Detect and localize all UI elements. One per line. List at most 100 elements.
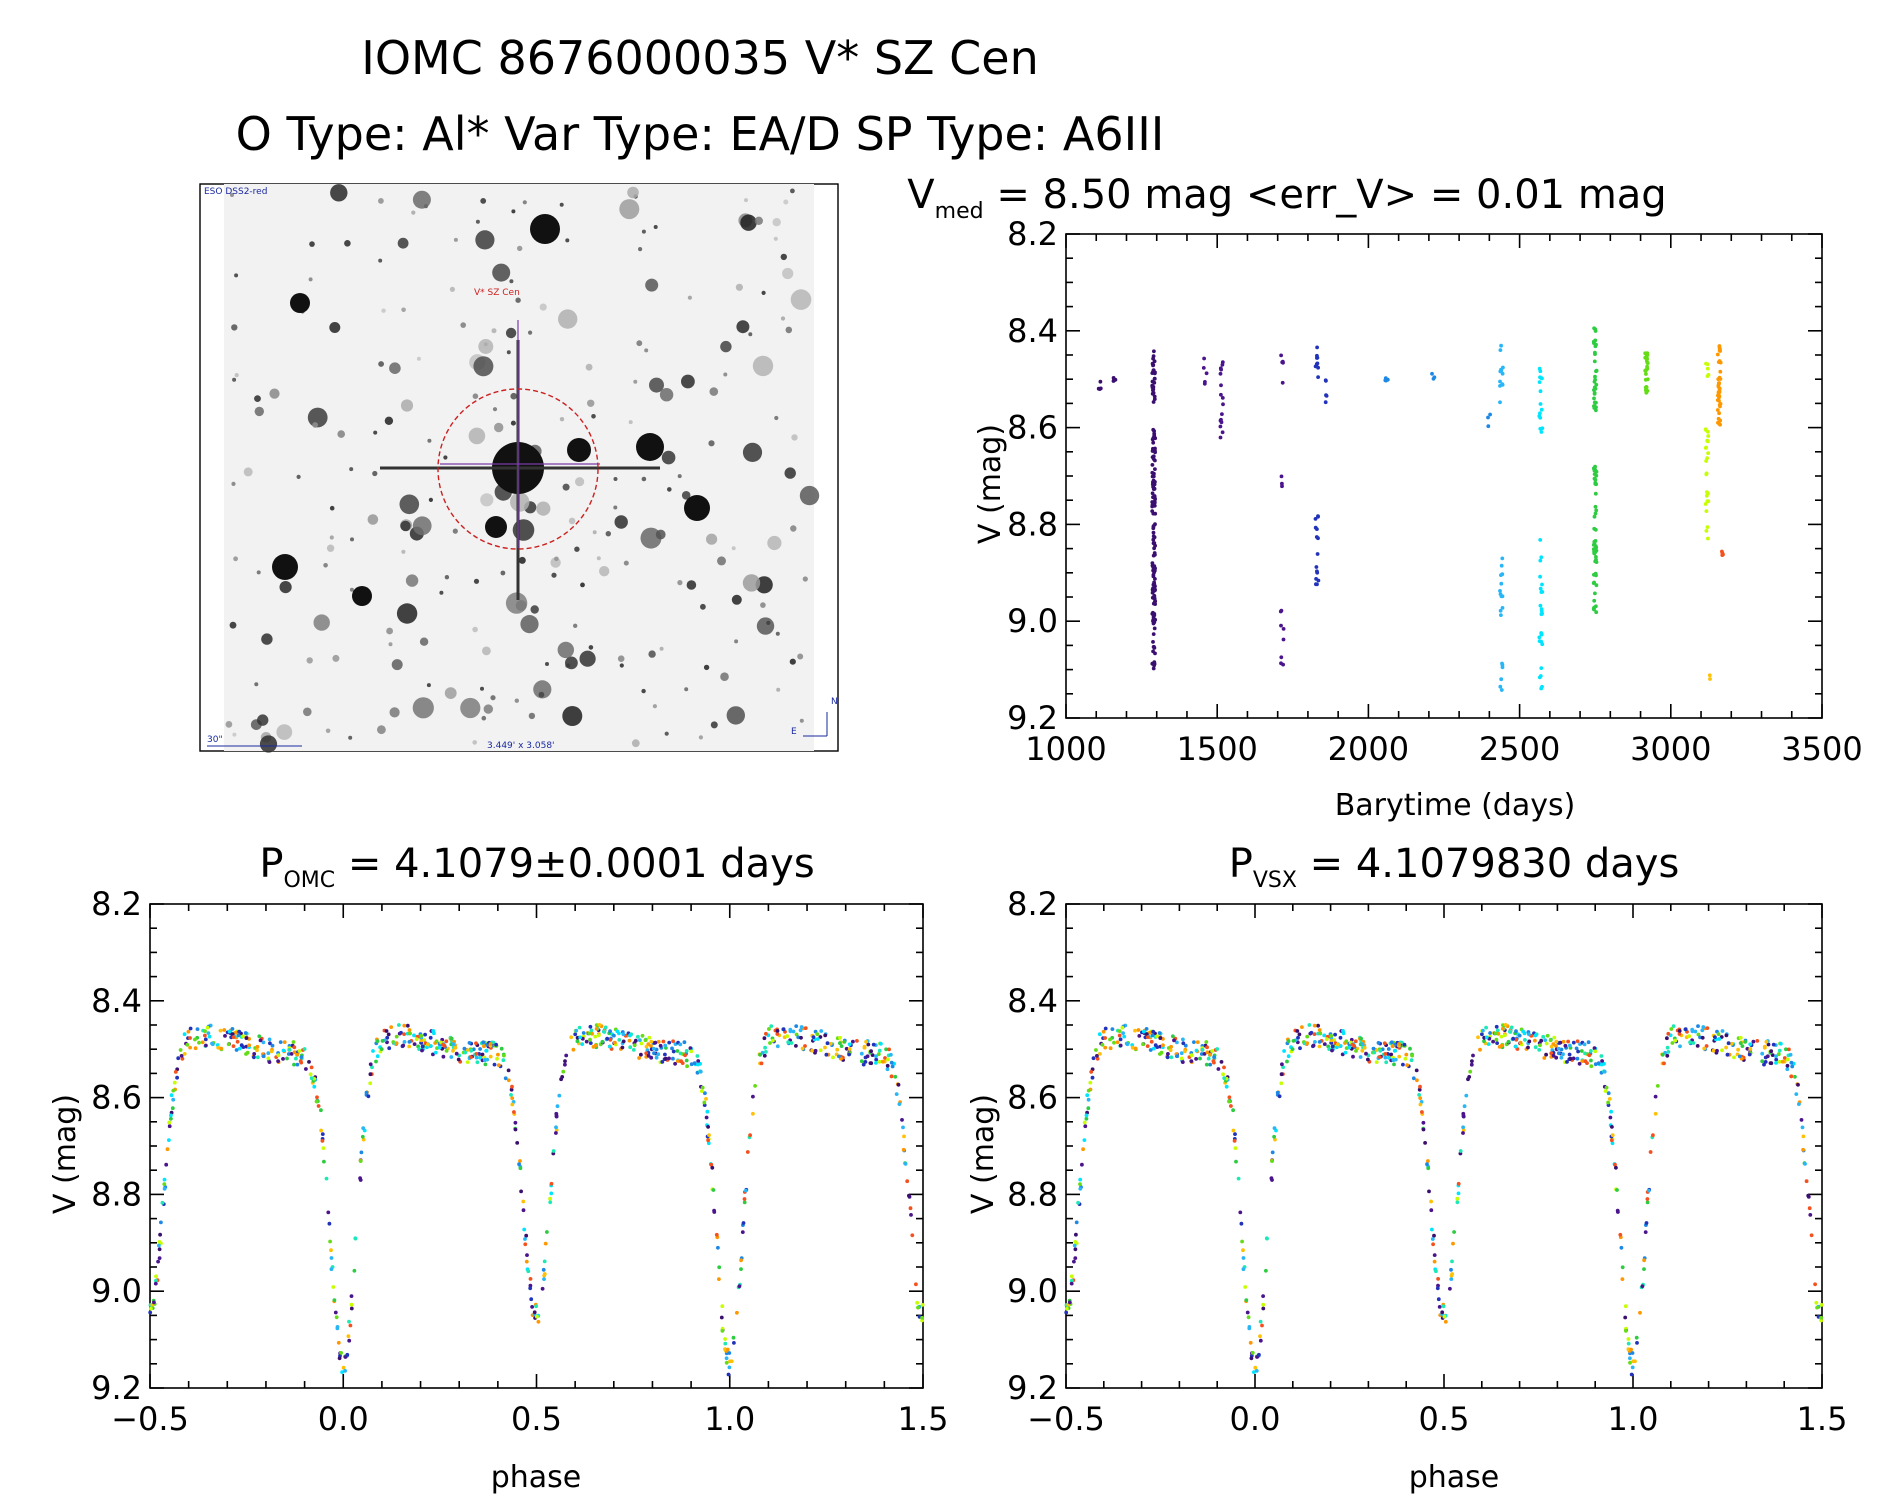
finder-star — [700, 603, 706, 610]
finder-star — [326, 544, 335, 552]
lightcurve-point — [1707, 673, 1712, 678]
phase-point — [420, 1048, 424, 1053]
phase-point — [1787, 1047, 1791, 1052]
phase-point — [1421, 1120, 1426, 1125]
phase-point — [268, 1041, 272, 1046]
finder-star — [254, 406, 264, 417]
phase-point — [441, 1054, 446, 1059]
phase-point — [728, 1359, 732, 1364]
lightcurve-point — [1150, 463, 1155, 467]
phase-point — [1571, 1056, 1576, 1061]
phase-point — [1215, 1047, 1220, 1051]
finder-star — [703, 664, 710, 671]
phase-point — [1715, 1048, 1719, 1053]
finder-star — [389, 707, 400, 718]
phase-point — [1700, 1028, 1705, 1033]
finder-star — [784, 467, 796, 479]
lightcurve-point — [1716, 383, 1721, 388]
phase-point — [621, 1032, 626, 1037]
phase-point — [887, 1047, 891, 1052]
finder-star — [773, 236, 778, 241]
finder-star — [799, 718, 804, 723]
phase-point — [366, 1094, 371, 1099]
phase-point — [907, 1193, 911, 1198]
finder-star — [539, 303, 547, 311]
phase-point — [714, 1232, 719, 1237]
phase-point — [1484, 1035, 1489, 1040]
phase-point — [1610, 1141, 1615, 1146]
phase-point — [374, 1059, 378, 1064]
phase-point — [560, 1075, 565, 1079]
lightcurve-point — [1705, 525, 1710, 529]
phase-point — [1808, 1213, 1813, 1217]
phase-point — [1248, 1340, 1253, 1345]
finder-bright-star — [530, 214, 560, 244]
phase-point — [1141, 1042, 1145, 1047]
phase-point — [495, 1056, 499, 1061]
lightcurve-point — [1152, 595, 1157, 600]
finder-star — [372, 470, 378, 477]
phase-point — [182, 1032, 187, 1037]
phase-point — [549, 1191, 554, 1196]
finder-star — [659, 388, 674, 402]
finder-star — [411, 210, 416, 215]
phase-point — [1760, 1051, 1765, 1056]
phase-point — [851, 1039, 855, 1044]
phase-point — [1118, 1043, 1123, 1048]
phase-point — [828, 1041, 833, 1046]
lightcurve-point — [1152, 546, 1156, 551]
phase-point — [1171, 1034, 1175, 1039]
phase-point — [1234, 1159, 1238, 1164]
lightcurve-point — [1593, 477, 1598, 482]
phase-point — [831, 1055, 835, 1060]
lightcurve-point — [1150, 482, 1155, 487]
phase-point — [1189, 1053, 1194, 1058]
phase-point — [1769, 1061, 1774, 1066]
phase-point — [719, 1315, 724, 1320]
phase-point — [1751, 1039, 1756, 1044]
lightcurve-point — [1717, 403, 1722, 407]
finder-star — [279, 581, 292, 594]
phase-point — [329, 1248, 333, 1253]
phase-point — [839, 1044, 844, 1048]
phase-point — [1789, 1060, 1794, 1065]
phase-point — [1748, 1047, 1753, 1051]
phase-point — [1222, 1076, 1227, 1081]
phase-point — [638, 1038, 642, 1043]
phase-point — [258, 1038, 263, 1043]
phase-point — [563, 1062, 567, 1067]
phase-point — [1415, 1078, 1419, 1083]
finder-star — [344, 240, 351, 247]
lightcurve-point — [1316, 514, 1320, 519]
phase-point — [320, 1132, 325, 1136]
phase-point — [1790, 1064, 1795, 1069]
finder-star — [492, 407, 498, 412]
lightcurve-point — [1152, 580, 1156, 585]
phase-point — [889, 1060, 894, 1065]
phase-point — [580, 1042, 585, 1046]
phase-point — [574, 1028, 579, 1033]
phase-point — [195, 1027, 200, 1031]
phase-point — [548, 1200, 553, 1205]
phase-point — [920, 1303, 925, 1307]
phase-point — [789, 1041, 794, 1045]
phase-point — [1072, 1243, 1077, 1248]
phase-point — [1563, 1043, 1568, 1048]
y-tick-label: 9.0 — [91, 1272, 142, 1310]
finder-star — [518, 556, 526, 564]
phase-point — [748, 1133, 752, 1138]
phase-point — [276, 1053, 281, 1058]
lightcurve-point — [1281, 360, 1285, 365]
phase-point — [218, 1028, 223, 1033]
phase-point — [1239, 1221, 1244, 1226]
finder-star — [710, 721, 718, 729]
phase-point — [1801, 1147, 1805, 1152]
lightcurve-point — [1111, 376, 1116, 380]
finder-star — [686, 580, 697, 590]
phase-point — [159, 1220, 163, 1225]
phase-point — [554, 1125, 558, 1130]
phase-point — [1430, 1227, 1434, 1232]
phase-point — [706, 1141, 711, 1146]
phase-point — [1448, 1286, 1452, 1291]
finder-star — [296, 474, 301, 479]
